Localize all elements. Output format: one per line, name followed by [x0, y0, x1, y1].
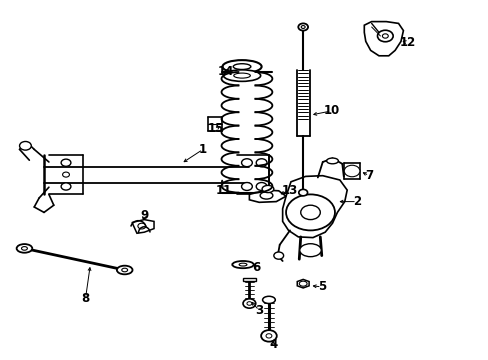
Ellipse shape: [239, 263, 246, 266]
Polygon shape: [364, 22, 403, 56]
Ellipse shape: [246, 302, 251, 305]
Text: 15: 15: [207, 122, 224, 135]
Polygon shape: [243, 278, 255, 281]
Polygon shape: [282, 176, 346, 238]
Text: 3: 3: [255, 304, 263, 317]
Ellipse shape: [377, 30, 392, 42]
Ellipse shape: [273, 252, 283, 259]
Ellipse shape: [262, 296, 275, 303]
Text: 8: 8: [81, 292, 89, 305]
Text: 10: 10: [323, 104, 339, 117]
Ellipse shape: [61, 183, 71, 190]
Ellipse shape: [299, 281, 306, 286]
Ellipse shape: [382, 34, 387, 38]
Ellipse shape: [241, 159, 252, 167]
Ellipse shape: [260, 192, 272, 199]
Polygon shape: [132, 220, 154, 233]
Text: 6: 6: [252, 261, 260, 274]
Text: 12: 12: [398, 36, 415, 49]
Text: 7: 7: [365, 169, 372, 182]
Text: 4: 4: [269, 338, 277, 351]
Ellipse shape: [138, 223, 145, 229]
Ellipse shape: [223, 70, 260, 81]
Polygon shape: [297, 279, 308, 288]
Text: 11: 11: [215, 184, 231, 197]
Ellipse shape: [256, 159, 266, 167]
Text: 2: 2: [352, 195, 360, 208]
Ellipse shape: [122, 268, 127, 272]
Polygon shape: [249, 190, 285, 202]
Ellipse shape: [301, 26, 305, 28]
Ellipse shape: [17, 244, 32, 253]
Ellipse shape: [344, 165, 359, 177]
Ellipse shape: [256, 183, 266, 190]
Text: 14: 14: [217, 65, 234, 78]
Ellipse shape: [21, 247, 27, 250]
Ellipse shape: [298, 189, 307, 196]
Ellipse shape: [233, 73, 250, 78]
Ellipse shape: [243, 299, 255, 308]
Ellipse shape: [61, 159, 71, 166]
Ellipse shape: [262, 185, 273, 193]
Ellipse shape: [298, 23, 307, 31]
Text: 13: 13: [281, 184, 297, 197]
Ellipse shape: [233, 64, 250, 69]
Ellipse shape: [222, 60, 261, 73]
Ellipse shape: [62, 172, 69, 177]
Ellipse shape: [265, 334, 271, 338]
Text: 5: 5: [317, 280, 325, 293]
Ellipse shape: [326, 158, 338, 164]
Ellipse shape: [241, 183, 252, 190]
Ellipse shape: [285, 194, 334, 230]
Ellipse shape: [299, 244, 321, 257]
Text: 1: 1: [199, 143, 206, 156]
Ellipse shape: [300, 205, 320, 220]
Ellipse shape: [261, 330, 276, 342]
Ellipse shape: [20, 141, 31, 150]
Ellipse shape: [232, 261, 253, 268]
Text: 9: 9: [140, 209, 148, 222]
Ellipse shape: [117, 266, 132, 274]
